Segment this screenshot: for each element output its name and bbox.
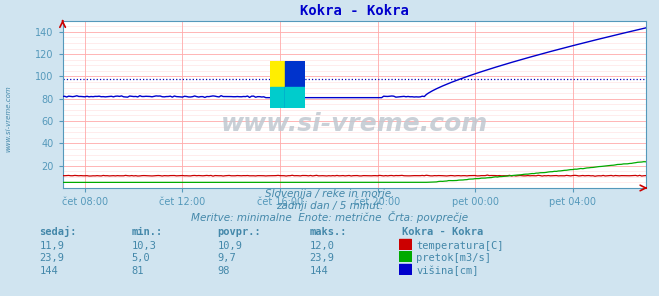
Text: 11,9: 11,9 — [40, 241, 65, 251]
Text: 5,0: 5,0 — [132, 253, 150, 263]
Text: maks.:: maks.: — [310, 227, 347, 237]
Polygon shape — [285, 87, 304, 108]
Text: www.si-vreme.com: www.si-vreme.com — [221, 112, 488, 136]
Text: Kokra - Kokra: Kokra - Kokra — [402, 227, 483, 237]
Text: temperatura[C]: temperatura[C] — [416, 241, 504, 251]
Text: višina[cm]: višina[cm] — [416, 266, 479, 276]
Text: povpr.:: povpr.: — [217, 227, 261, 237]
Text: Slovenija / reke in morje.: Slovenija / reke in morje. — [265, 189, 394, 199]
Text: 10,9: 10,9 — [217, 241, 243, 251]
Text: 9,7: 9,7 — [217, 253, 236, 263]
Text: zadnji dan / 5 minut.: zadnji dan / 5 minut. — [276, 201, 383, 211]
Polygon shape — [270, 61, 304, 87]
Text: pretok[m3/s]: pretok[m3/s] — [416, 253, 492, 263]
Text: sedaj:: sedaj: — [40, 226, 77, 237]
Text: 10,3: 10,3 — [132, 241, 157, 251]
Polygon shape — [285, 61, 304, 108]
Text: 98: 98 — [217, 266, 230, 276]
Text: 23,9: 23,9 — [310, 253, 335, 263]
Text: 23,9: 23,9 — [40, 253, 65, 263]
Polygon shape — [270, 87, 304, 108]
Text: 144: 144 — [40, 266, 58, 276]
Text: 81: 81 — [132, 266, 144, 276]
Text: www.si-vreme.com: www.si-vreme.com — [5, 85, 11, 152]
Text: 12,0: 12,0 — [310, 241, 335, 251]
Title: Kokra - Kokra: Kokra - Kokra — [300, 4, 409, 18]
Text: Meritve: minimalne  Enote: metrične  Črta: povprečje: Meritve: minimalne Enote: metrične Črta:… — [191, 210, 468, 223]
Text: min.:: min.: — [132, 227, 163, 237]
Text: 144: 144 — [310, 266, 328, 276]
